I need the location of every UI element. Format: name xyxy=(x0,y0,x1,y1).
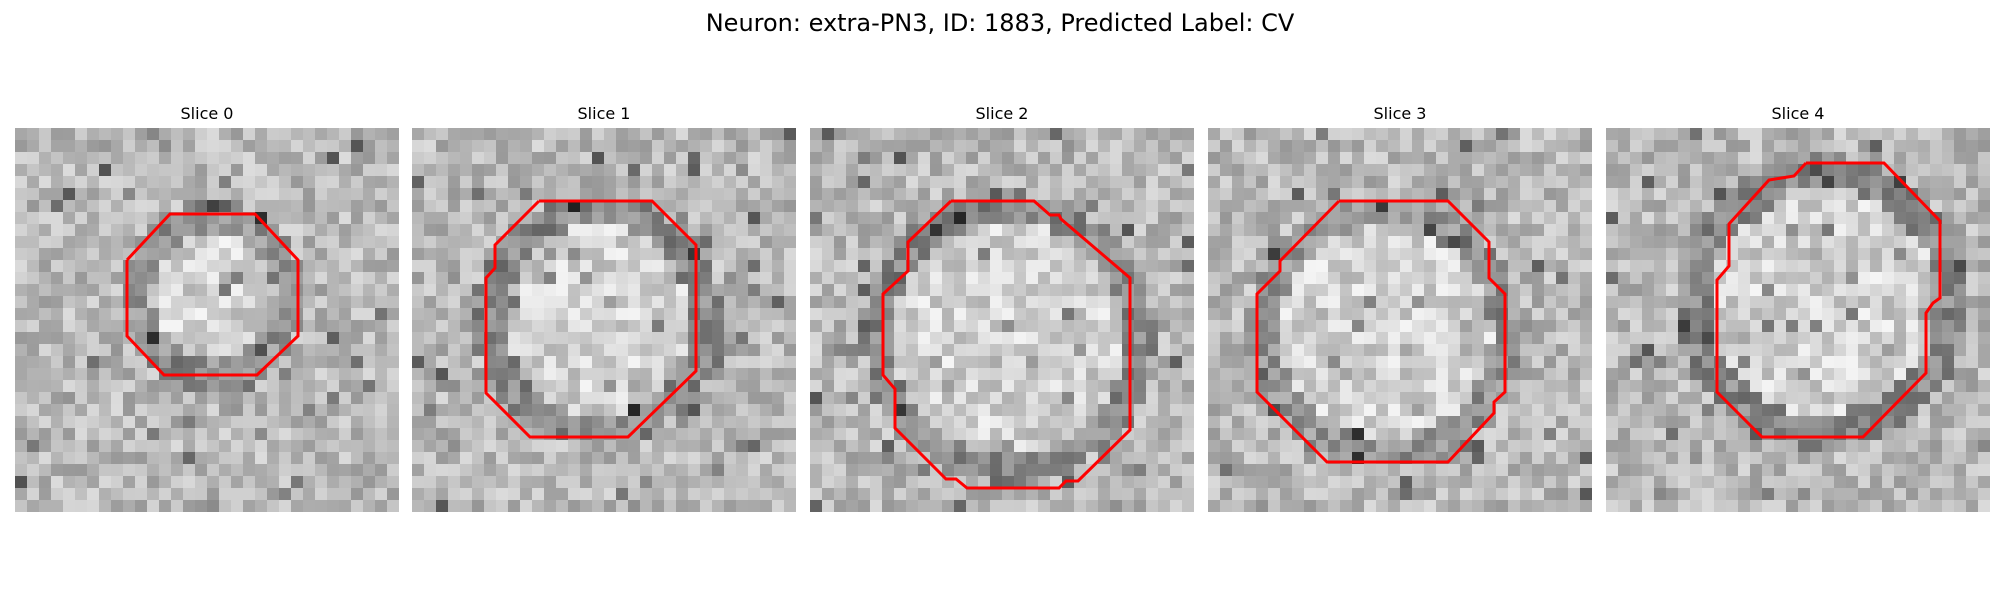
slice-panel: Slice 1 xyxy=(412,104,796,512)
slice-title: Slice 0 xyxy=(180,104,234,123)
slice-title: Slice 2 xyxy=(975,104,1029,123)
slice-image xyxy=(1208,128,1592,512)
cell-contour xyxy=(1715,161,1942,439)
cell-contour xyxy=(881,199,1132,490)
slice-image xyxy=(412,128,796,512)
figure-title: Neuron: extra-PN3, ID: 1883, Predicted L… xyxy=(705,9,1295,37)
slice-image xyxy=(15,128,399,512)
slice-title: Slice 1 xyxy=(577,104,631,123)
slice-panel: Slice 2 xyxy=(810,104,1194,512)
slice-title: Slice 3 xyxy=(1373,104,1427,123)
slice-panel: Slice 4 xyxy=(1606,104,1990,512)
cell-contour xyxy=(125,212,300,377)
slice-panel: Slice 0 xyxy=(15,104,399,512)
cell-contour xyxy=(1255,199,1507,464)
slice-title: Slice 4 xyxy=(1771,104,1825,123)
slice-image xyxy=(810,128,1194,512)
cell-contour xyxy=(484,199,698,439)
slice-panel: Slice 3 xyxy=(1208,104,1592,512)
slice-image xyxy=(1606,128,1990,512)
